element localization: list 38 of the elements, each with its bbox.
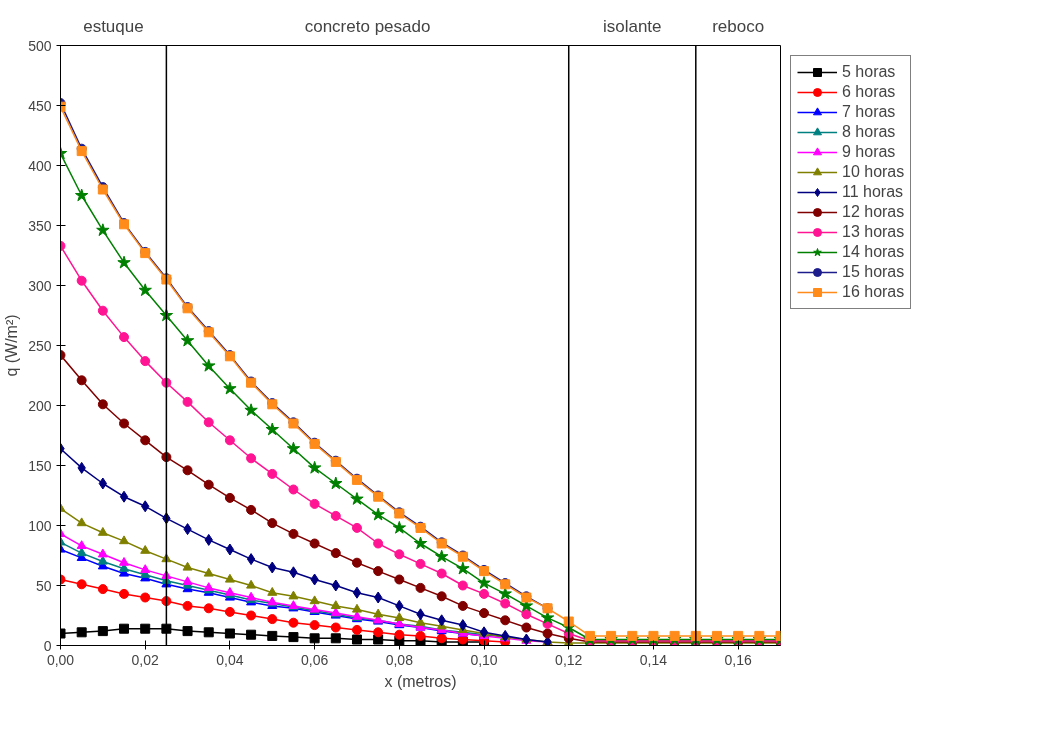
x-tick-label: 0,16 <box>724 651 752 668</box>
text: reboco <box>712 16 765 36</box>
legend-label: 9 horas <box>842 143 896 161</box>
y-tick-label: 350 <box>28 217 52 234</box>
y-tick-label: 50 <box>35 577 52 594</box>
x-tick-label: 0,06 <box>300 651 329 668</box>
x-tick-label: 0,12 <box>555 651 583 668</box>
text: isolante <box>602 16 662 36</box>
y-tick-label: 300 <box>28 277 52 294</box>
y-tick-label: 450 <box>28 97 52 114</box>
legend-label: 14 horas <box>842 243 905 261</box>
legend-label: 16 horas <box>842 283 905 301</box>
x-tick-label: 0,04 <box>216 651 244 668</box>
y-tick-label: 400 <box>28 157 52 174</box>
legend-label: 12 horas <box>842 203 905 221</box>
legend-label: 11 horas <box>842 183 904 201</box>
x-tick-label: 0,14 <box>639 651 668 668</box>
x-tick-label: 0,10 <box>470 651 498 668</box>
y-tick-label: 250 <box>28 337 52 354</box>
legend-label: 10 horas <box>842 163 905 181</box>
x-tick-label: 0,00 <box>46 651 75 668</box>
y-axis-title: q (W/m²) <box>3 314 21 377</box>
y-tick-label: 100 <box>28 517 52 534</box>
y-tick-label: 200 <box>28 397 52 414</box>
y-tick-label: 0 <box>43 637 52 654</box>
legend-label: 13 horas <box>842 223 905 241</box>
x-axis-title: x (metros) <box>384 672 457 690</box>
y-tick-label: 150 <box>28 457 52 474</box>
legend-label: 6 horas <box>842 83 896 101</box>
text: estuque <box>83 16 144 36</box>
legend-label: 8 horas <box>842 123 896 141</box>
legend-label: 7 horas <box>842 103 896 121</box>
legend-label: 5 horas <box>842 63 896 81</box>
legend-label: 15 horas <box>842 263 905 281</box>
y-tick-label: 500 <box>28 37 52 54</box>
x-tick-label: 0,02 <box>131 651 160 668</box>
text: concreto pesado <box>304 16 431 36</box>
x-tick-label: 0,08 <box>385 651 414 668</box>
